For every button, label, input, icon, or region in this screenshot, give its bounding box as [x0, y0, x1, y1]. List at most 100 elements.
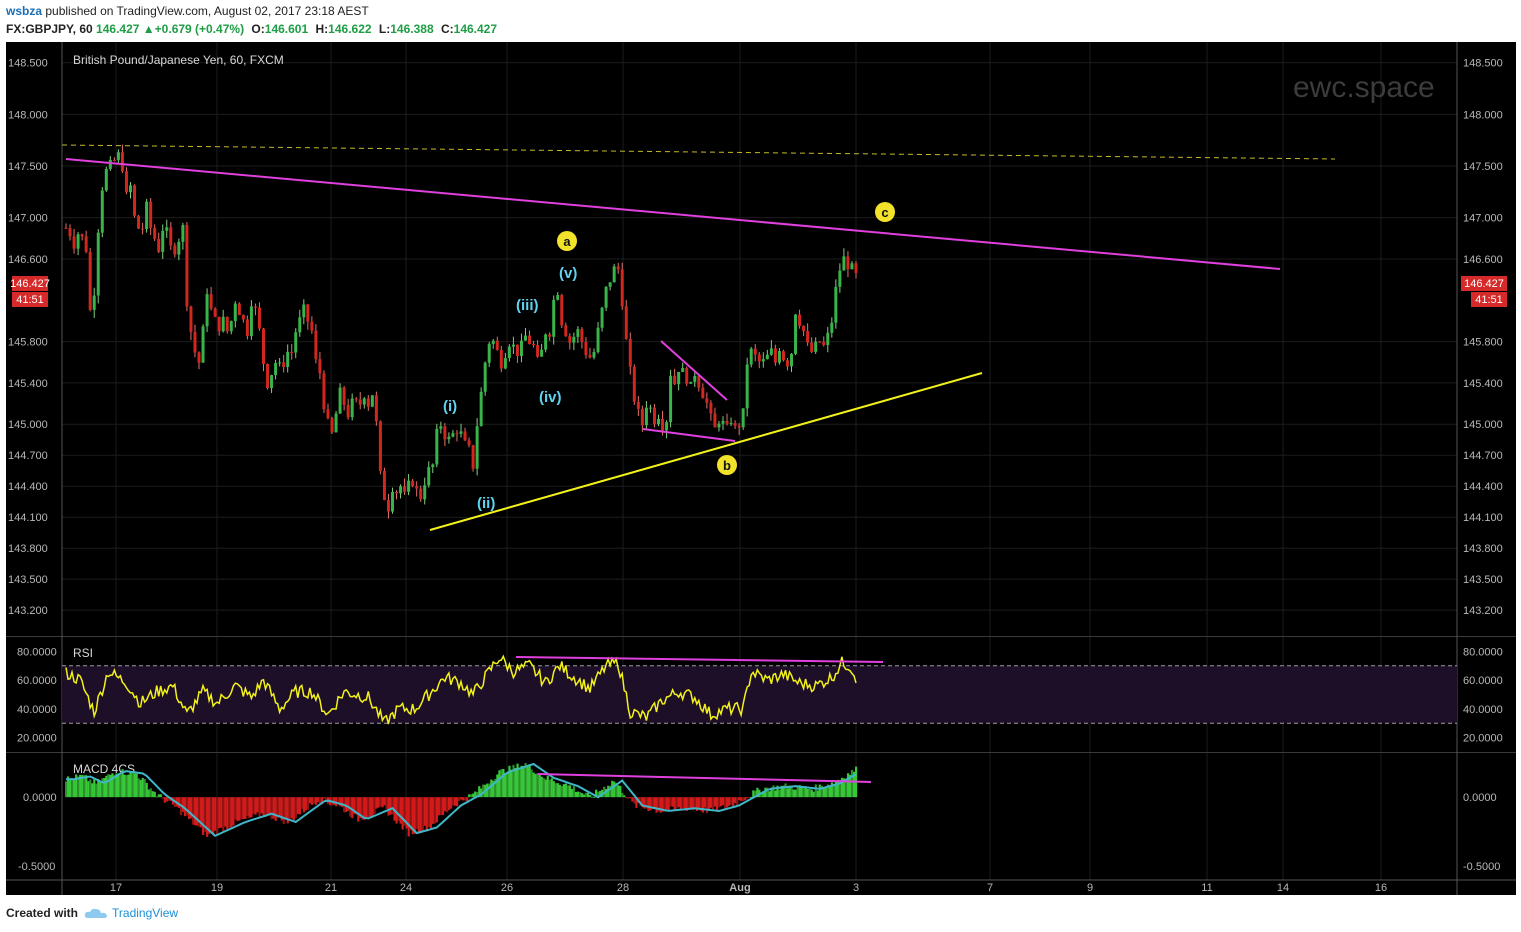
price-tick-right: 146.600	[1463, 254, 1503, 266]
price-tick-left: 145.800	[8, 337, 48, 349]
macd-bar	[639, 797, 642, 806]
candle-body	[471, 445, 475, 469]
macd-bar	[312, 797, 316, 804]
candle-body	[572, 336, 576, 343]
macd-bar	[238, 797, 241, 821]
candle-body	[286, 351, 290, 367]
macd-bar	[762, 791, 765, 798]
macd-bar	[506, 773, 509, 798]
macd-bar	[351, 797, 354, 819]
macd-bar	[623, 795, 626, 798]
macd-bar	[441, 797, 445, 816]
macd-bar	[490, 779, 493, 798]
macd-signal-line	[66, 762, 857, 837]
macd-bar	[480, 788, 483, 798]
candle-body	[475, 426, 479, 469]
time-tick-label: 24	[400, 882, 412, 894]
macd-bar	[532, 772, 535, 798]
macd-bar	[788, 785, 791, 798]
macd-bar	[218, 797, 221, 829]
wedge-upper-line[interactable]	[660, 340, 728, 401]
macd-bar	[230, 797, 233, 828]
price-tick-right: 148.000	[1463, 109, 1503, 121]
macd-bar	[214, 797, 217, 831]
candle-body	[346, 404, 350, 418]
candle-body	[612, 266, 616, 283]
macd-bar	[143, 779, 146, 798]
candle-body	[838, 270, 842, 287]
macd-bar	[191, 797, 195, 825]
candle-body	[382, 470, 386, 500]
candle-body	[395, 492, 399, 494]
candle-body	[197, 352, 201, 363]
macd-bar	[774, 790, 777, 798]
macd-bar	[566, 785, 570, 798]
author-link[interactable]: wsbza	[6, 4, 43, 18]
macd-bar	[264, 797, 267, 818]
candle-body	[725, 421, 729, 424]
candle-body	[548, 334, 552, 337]
lower-trendline[interactable]	[429, 372, 983, 531]
macd-bar	[117, 773, 120, 798]
macd-bar	[157, 794, 160, 798]
macd-bar	[377, 797, 380, 808]
macd-bar	[671, 797, 674, 807]
candle-body	[552, 299, 556, 337]
candle-body	[233, 303, 237, 322]
macd-bar	[447, 797, 451, 811]
macd-bar	[631, 797, 634, 802]
macd-bar	[268, 797, 271, 814]
panel-divider	[6, 636, 1516, 637]
open-label: O:	[251, 22, 265, 36]
candle-body	[290, 351, 294, 353]
rsi-band	[62, 665, 1457, 724]
macd-bar	[570, 789, 574, 798]
wave-label-v: (v)	[559, 265, 577, 282]
macd-bar	[451, 797, 455, 806]
rsi-line	[65, 654, 857, 725]
macd-bar	[353, 797, 356, 814]
macd-bar	[137, 778, 140, 798]
macd-bar	[494, 778, 497, 798]
price-tick-left: 148.000	[8, 109, 48, 121]
macd-bar	[578, 792, 582, 798]
macd-bar	[635, 797, 638, 808]
price-tick-left: 147.500	[8, 161, 48, 173]
tradingview-link[interactable]: TradingView	[84, 906, 178, 920]
rsi-divergence-line[interactable]	[515, 656, 884, 663]
macd-divergence-line[interactable]	[537, 773, 872, 783]
candle-body	[636, 401, 640, 409]
candle-body	[790, 353, 794, 367]
price-change: +0.679 (+0.47%)	[154, 22, 245, 36]
candle-body	[540, 349, 544, 357]
macd-bar	[615, 782, 618, 798]
macd-bar	[423, 797, 426, 826]
macd-bar	[133, 773, 136, 798]
macd-bar	[449, 797, 453, 809]
time-tick-label: Aug	[729, 882, 750, 894]
candle-body	[564, 325, 568, 337]
macd-bar	[226, 797, 229, 830]
symbol-header: FX:GBPJPY, 60 146.427 ▲+0.679 (+0.47%) O…	[6, 22, 497, 36]
macd-bar	[373, 797, 376, 814]
candle-body	[124, 171, 128, 193]
macd-bar	[333, 797, 336, 805]
macd-bar	[417, 797, 420, 834]
macd-series	[65, 762, 858, 837]
price-tick-left: 145.400	[8, 378, 48, 390]
macd-bar	[744, 797, 747, 801]
macd-bar	[661, 797, 664, 812]
macd-bar	[784, 783, 787, 798]
macd-bar	[357, 797, 360, 822]
macd-bar	[560, 786, 563, 798]
upper-trendline[interactable]	[65, 158, 1281, 270]
macd-bar	[524, 762, 527, 798]
candle-body	[120, 152, 124, 172]
wedge-lower-line[interactable]	[642, 428, 736, 442]
macd-bar	[81, 775, 84, 798]
candle-body	[596, 327, 600, 352]
macd-bar	[695, 797, 698, 811]
macd-bar	[814, 784, 817, 798]
macd-bar	[183, 797, 187, 817]
